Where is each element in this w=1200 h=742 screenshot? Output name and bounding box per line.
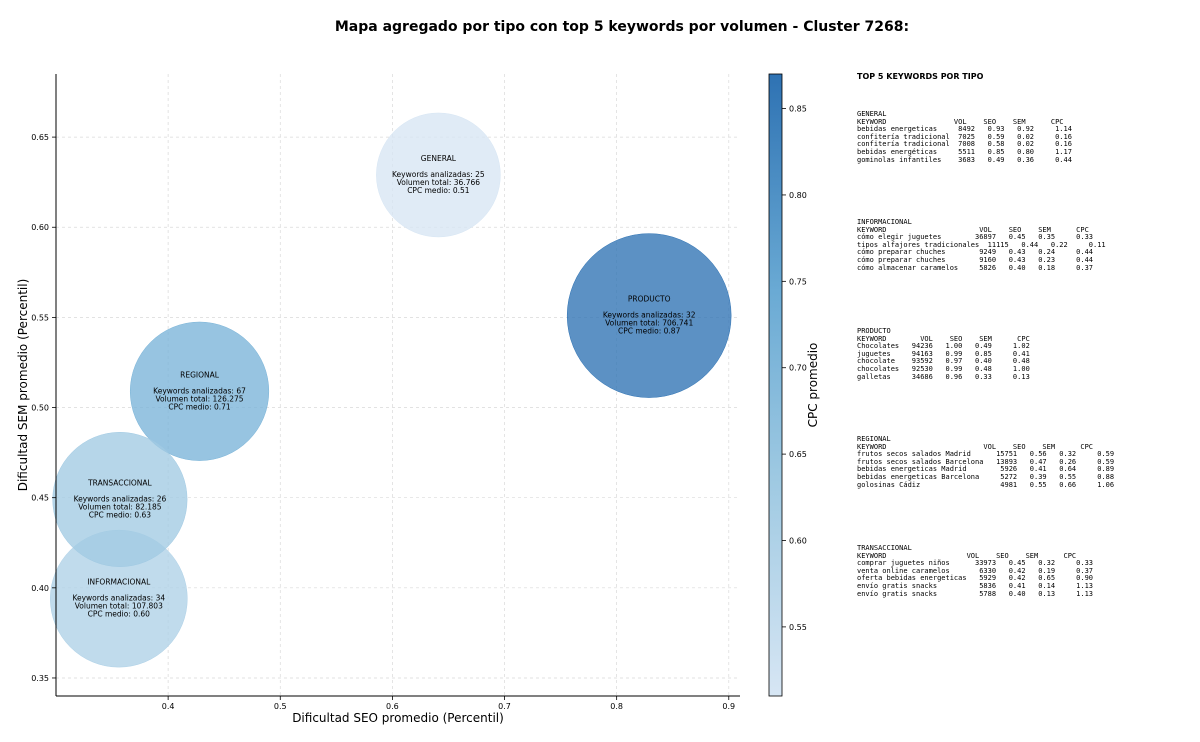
x-tick-label: 0.4	[162, 702, 175, 711]
keyword-row: bebidas energéticas 5511 0.85 0.80 1.17	[857, 147, 1072, 156]
keyword-row: bebidas energeticas Madrid 5926 0.41 0.6…	[857, 465, 1115, 474]
colorbar-tick-label: 0.85	[789, 105, 807, 114]
bubble-cpc: CPC medio: 0.60	[88, 610, 151, 619]
y-axis-label: Dificultad SEM promedio (Percentil)	[16, 279, 30, 492]
panel-title: TOP 5 KEYWORDS POR TIPO	[857, 72, 984, 81]
bubble-label: TRANSACCIONAL	[87, 478, 152, 487]
colorbar-tick-label: 0.75	[789, 277, 807, 286]
keyword-row: cómo preparar chuches 9160 0.43 0.23 0.4…	[857, 255, 1094, 264]
keyword-row: envío gratis snacks 5788 0.40 0.13 1.13	[857, 589, 1094, 598]
keyword-row: bebidas energeticas Barcelona 5272 0.39 …	[857, 472, 1115, 481]
y-tick-label: 0.60	[31, 223, 49, 232]
keyword-row: tipos alfajores tradicionales 11115 0.44…	[857, 240, 1106, 249]
bubble-label: INFORMACIONAL	[87, 578, 151, 587]
colorbar-tick-label: 0.70	[789, 364, 807, 373]
block-column-header: KEYWORD VOL SEO SEM CPC	[857, 225, 1089, 234]
bubble-keywords: Keywords analizadas: 26	[74, 494, 167, 503]
bubble-general	[376, 112, 501, 238]
colorbar-tick-label: 0.55	[789, 623, 807, 632]
keyword-row: cómo elegir juguetes 36897 0.45 0.35 0.3…	[857, 233, 1094, 242]
block-type-name: INFORMACIONAL	[857, 218, 912, 226]
keyword-row: cómo preparar chuches 9249 0.43 0.24 0.4…	[857, 248, 1094, 257]
bubble-label: PRODUCTO	[628, 295, 671, 304]
x-tick-label: 0.9	[722, 702, 735, 711]
bubble-cpc: CPC medio: 0.51	[407, 186, 470, 195]
bubble-keywords: Keywords analizadas: 67	[153, 386, 246, 395]
y-tick-label: 0.50	[31, 404, 49, 413]
bubble-keywords: Keywords analizadas: 34	[72, 594, 165, 603]
bubble-keywords: Keywords analizadas: 32	[603, 311, 696, 320]
keyword-row: comprar juguetes niños 33973 0.45 0.32 0…	[857, 559, 1094, 568]
colorbar-ticks: 0.55 0.60 0.65 0.70 0.75 0.80 0.85	[782, 105, 807, 632]
keyword-row: juguetes 94163 0.99 0.85 0.41	[857, 349, 1030, 358]
colorbar-label: CPC promedio	[806, 343, 820, 428]
block-column-header: KEYWORD VOL SEO SEM CPC	[857, 442, 1094, 451]
bubble-cpc: CPC medio: 0.71	[168, 402, 231, 411]
bubble-producto	[566, 233, 732, 398]
chart-title: Mapa agregado por tipo con top 5 keyword…	[335, 19, 909, 35]
keyword-row: frutos secos salados Barcelona 13893 0.4…	[857, 457, 1115, 466]
bubble-label: GENERAL	[421, 154, 457, 163]
x-ticks: 0.4 0.5 0.6 0.7 0.8 0.9	[162, 696, 735, 711]
keyword-row: galletas 34686 0.96 0.33 0.13	[857, 372, 1030, 381]
keyword-row: golosinas Cádiz 4981 0.55 0.66 1.06	[857, 480, 1115, 489]
keyword-row: venta online caramelos 6330 0.42 0.19 0.…	[857, 566, 1094, 575]
bubble-transaccional	[52, 432, 188, 567]
keyword-block-producto: PRODUCTO KEYWORD VOL SEO SEM CPC Chocolate…	[857, 327, 1030, 381]
keyword-row: oferta bebidas energeticas 5929 0.42 0.6…	[857, 574, 1094, 583]
y-tick-label: 0.35	[31, 674, 49, 683]
keyword-block-regional: REGIONAL KEYWORD VOL SEO SEM CPC frutos se…	[857, 435, 1115, 489]
keyword-block-transaccional: TRANSACCIONAL KEYWORD VOL SEO SEM CPC comp…	[857, 544, 1094, 598]
block-type-name: GENERAL	[857, 110, 887, 118]
colorbar-tick-label: 0.60	[789, 537, 807, 546]
block-type-name: PRODUCTO	[857, 327, 891, 335]
keyword-row: cómo almacenar caramelos 5826 0.40 0.18 …	[857, 263, 1094, 272]
block-column-header: KEYWORD VOL SEO SEM CPC	[857, 551, 1077, 560]
keyword-row: frutos secos salados Madrid 15751 0.56 0…	[857, 450, 1115, 459]
x-tick-label: 0.7	[498, 702, 511, 711]
x-axis-label: Dificultad SEO promedio (Percentil)	[292, 711, 504, 725]
colorbar-tick-label: 0.65	[789, 450, 807, 459]
x-tick-label: 0.6	[386, 702, 399, 711]
bubble-label: REGIONAL	[180, 370, 220, 379]
keyword-row: envío gratis snacks 5836 0.41 0.14 1.13	[857, 581, 1094, 590]
keyword-block-general: GENERAL KEYWORD VOL SEO SEM CPC bebidas en…	[857, 110, 1072, 164]
block-column-header: KEYWORD VOL SEO SEM CPC	[857, 334, 1030, 343]
x-tick-label: 0.8	[610, 702, 623, 711]
keyword-row: chocolate 93592 0.97 0.40 0.48	[857, 357, 1030, 366]
y-tick-label: 0.45	[31, 494, 49, 503]
block-type-name: TRANSACCIONAL	[857, 544, 912, 552]
colorbar-tick-label: 0.80	[789, 191, 807, 200]
bubble-volume: Volumen total: 107.803	[75, 602, 163, 611]
block-type-name: REGIONAL	[857, 435, 891, 443]
y-ticks: 0.35 0.40 0.45 0.50 0.55 0.60 0.65	[31, 133, 56, 683]
bubble-cpc: CPC medio: 0.87	[618, 327, 681, 336]
bubble-volume: Volumen total: 126.275	[155, 394, 243, 403]
keyword-row: confitería tradicional 7025 0.59 0.02 0.…	[857, 132, 1072, 141]
axes	[55, 74, 740, 697]
keyword-block-informacional: INFORMACIONAL KEYWORD VOL SEO SEM CPC cómo…	[857, 218, 1106, 272]
bubble-volume: Volumen total: 706.741	[605, 319, 693, 328]
bubble-keywords: Keywords analizadas: 25	[392, 170, 485, 179]
bubble-cpc: CPC medio: 0.63	[89, 510, 152, 519]
block-column-header: KEYWORD VOL SEO SEM CPC	[857, 117, 1064, 126]
x-tick-label: 0.5	[274, 702, 287, 711]
y-tick-label: 0.40	[31, 584, 49, 593]
y-tick-label: 0.55	[31, 313, 49, 322]
keyword-row: bebidas energeticas 8492 0.93 0.92 1.14	[857, 125, 1072, 134]
colorbar	[768, 73, 783, 697]
keyword-row: confitería tradicional 7008 0.58 0.02 0.…	[857, 140, 1072, 149]
bubble-volume: Volumen total: 82.185	[78, 502, 162, 511]
top-keywords-panel: TOP 5 KEYWORDS POR TIPO GENERAL KEYWORD V…	[857, 72, 1187, 597]
bubble-volume: Volumen total: 36.766	[397, 178, 481, 187]
y-tick-label: 0.65	[31, 133, 49, 142]
keyword-row: chocolates 92530 0.99 0.48 1.00	[857, 364, 1030, 373]
keyword-row: gominolas infantiles 3683 0.49 0.36 0.44	[857, 155, 1072, 164]
bubble-regional	[129, 321, 270, 461]
keyword-row: Chocolates 94236 1.00 0.49 1.02	[857, 342, 1030, 351]
